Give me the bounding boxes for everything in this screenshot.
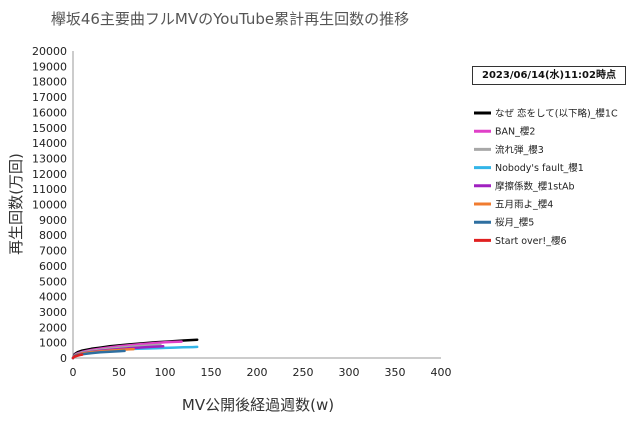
legend-label: 五月雨よ_櫻4 bbox=[495, 199, 553, 211]
y-tick-labels: 0 1000 2000 3000 4000 5000 6000 7000 8000 9000 100… bbox=[32, 45, 67, 365]
y-tick-label: 12000 bbox=[32, 168, 67, 181]
y-tick-label: 16000 bbox=[32, 106, 67, 119]
legend-label: 桜月_櫻5 bbox=[495, 217, 534, 229]
y-tick-label: 4000 bbox=[39, 291, 67, 304]
x-tick-label: 200 bbox=[247, 366, 268, 379]
y-tick-label: 17000 bbox=[32, 91, 67, 104]
y-tick-label: 11000 bbox=[32, 183, 67, 196]
chart-title: 欅坂46主要曲フルMVのYouTube累計再生回数の推移 bbox=[51, 10, 409, 28]
y-tick-label: 5000 bbox=[39, 275, 67, 288]
x-tick-label: 150 bbox=[201, 366, 222, 379]
y-tick-label: 18000 bbox=[32, 76, 67, 89]
y-tick-label: 20000 bbox=[32, 45, 67, 58]
y-tick-label: 8000 bbox=[39, 229, 67, 242]
legend-label: Start over!_櫻6 bbox=[495, 235, 567, 247]
y-tick-label: 13000 bbox=[32, 152, 67, 165]
legend-label: BAN_櫻2 bbox=[495, 126, 535, 138]
legend-label: Nobody's fault_櫻1 bbox=[495, 162, 584, 174]
y-tick-label: 2000 bbox=[39, 321, 67, 334]
x-tick-label: 300 bbox=[339, 366, 360, 379]
y-tick-label: 15000 bbox=[32, 122, 67, 135]
timestamp-box: 2023/06/14(水)11:02時点 bbox=[472, 66, 626, 85]
legend: なぜ 恋をして(以下略)_櫻1C BAN_櫻2 流れ弾_櫻3 Nobody's fau… bbox=[474, 108, 618, 247]
x-tick-label: 350 bbox=[385, 366, 406, 379]
y-tick-label: 3000 bbox=[39, 306, 67, 319]
y-tick-label: 7000 bbox=[39, 245, 67, 258]
y-tick-label: 14000 bbox=[32, 137, 67, 150]
x-tick-label: 250 bbox=[293, 366, 314, 379]
y-tick-label: 1000 bbox=[39, 337, 67, 350]
legend-label: 流れ弾_櫻3 bbox=[495, 144, 544, 156]
y-tick-label: 0 bbox=[60, 352, 67, 365]
series-line bbox=[71, 353, 84, 360]
legend-label: なぜ 恋をして(以下略)_櫻1C bbox=[495, 108, 618, 120]
x-tick-label: 0 bbox=[70, 366, 77, 379]
y-axis-label: 再生回数(万回) bbox=[7, 153, 25, 255]
y-tick-label: 10000 bbox=[32, 199, 67, 212]
x-tick-labels: 0 50 100 150 200 250 300 350 400 bbox=[70, 366, 452, 379]
x-tick-label: 400 bbox=[431, 366, 452, 379]
axes bbox=[72, 51, 441, 359]
x-tick-label: 50 bbox=[112, 366, 126, 379]
y-tick-label: 6000 bbox=[39, 260, 67, 273]
legend-label: 摩擦係数_櫻1stAb bbox=[495, 180, 575, 192]
x-tick-label: 100 bbox=[155, 366, 176, 379]
y-tick-label: 9000 bbox=[39, 214, 67, 227]
series-lines bbox=[71, 338, 199, 360]
x-axis-label: MV公開後経過週数(w) bbox=[182, 396, 334, 414]
y-tick-label: 19000 bbox=[32, 60, 67, 73]
